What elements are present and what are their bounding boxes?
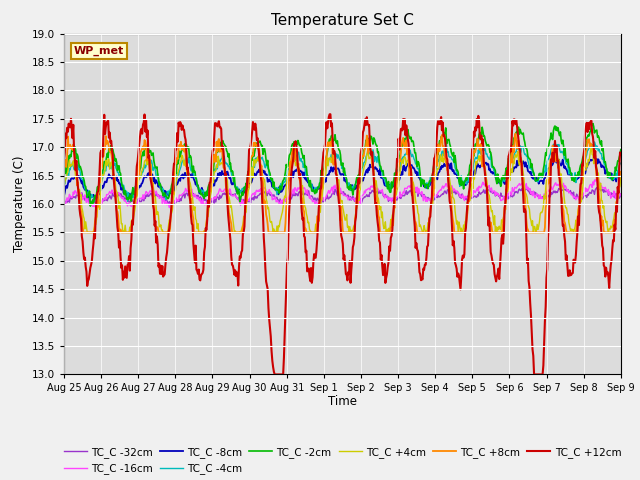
TC_C +4cm [617, 174, 625, 180]
TC_C -8cm [214, 171, 222, 177]
TC_C -4cm [128, 191, 136, 197]
TC_C -4cm [70, 167, 78, 172]
TC_C +12cm [127, 237, 135, 242]
TC_C +12cm [214, 123, 221, 129]
TC_C -16cm [428, 198, 435, 204]
TC_C -16cm [60, 203, 68, 209]
TC_C +12cm [60, 157, 68, 163]
TC_C -16cm [617, 191, 625, 197]
TC_C -4cm [124, 198, 131, 204]
TC_C -8cm [91, 196, 99, 202]
Line: TC_C -8cm: TC_C -8cm [64, 156, 621, 199]
TC_C +8cm [428, 201, 435, 206]
TC_C -32cm [185, 191, 193, 196]
TC_C +4cm [60, 184, 68, 190]
Line: TC_C -16cm: TC_C -16cm [64, 179, 621, 208]
TC_C -16cm [127, 204, 135, 209]
TC_C -32cm [411, 190, 419, 195]
TC_C -16cm [595, 176, 602, 182]
TC_C -4cm [185, 155, 193, 161]
TC_C -8cm [591, 154, 598, 159]
TC_C -4cm [591, 139, 598, 145]
TC_C -2cm [86, 203, 94, 209]
TC_C -32cm [95, 203, 102, 208]
TC_C +4cm [185, 169, 193, 175]
TC_C -2cm [617, 147, 625, 153]
TC_C -16cm [411, 187, 419, 193]
TC_C -32cm [70, 194, 78, 200]
TC_C -8cm [70, 176, 78, 181]
Line: TC_C +8cm: TC_C +8cm [64, 133, 621, 232]
TC_C -4cm [214, 160, 222, 166]
Line: TC_C -4cm: TC_C -4cm [64, 142, 621, 201]
TC_C -2cm [185, 144, 193, 150]
TC_C -2cm [428, 178, 435, 184]
TC_C +4cm [428, 202, 435, 208]
TC_C -8cm [60, 193, 68, 199]
Title: Temperature Set C: Temperature Set C [271, 13, 414, 28]
X-axis label: Time: Time [328, 395, 357, 408]
TC_C -32cm [214, 195, 222, 201]
TC_C -2cm [70, 145, 78, 151]
TC_C +8cm [214, 138, 222, 144]
TC_C -32cm [524, 185, 531, 191]
TC_C +12cm [412, 245, 419, 251]
Line: TC_C -2cm: TC_C -2cm [64, 123, 621, 206]
TC_C -32cm [128, 197, 136, 203]
TC_C +4cm [83, 229, 91, 235]
TC_C -4cm [411, 157, 419, 163]
TC_C -8cm [617, 170, 625, 176]
TC_C -2cm [214, 149, 222, 155]
TC_C -4cm [60, 180, 68, 186]
Y-axis label: Temperature (C): Temperature (C) [13, 156, 26, 252]
TC_C +8cm [70, 150, 78, 156]
TC_C -32cm [428, 198, 435, 204]
TC_C +8cm [185, 181, 193, 187]
Line: TC_C +12cm: TC_C +12cm [64, 114, 621, 374]
Text: WP_met: WP_met [74, 46, 124, 56]
TC_C +8cm [617, 171, 625, 177]
TC_C -16cm [70, 192, 78, 197]
TC_C -8cm [428, 177, 435, 182]
TC_C -4cm [428, 173, 435, 179]
TC_C -2cm [60, 169, 68, 175]
TC_C +12cm [70, 147, 78, 153]
TC_C -8cm [128, 192, 136, 198]
TC_C -2cm [411, 150, 419, 156]
TC_C +12cm [271, 372, 278, 377]
TC_C +8cm [60, 170, 68, 176]
TC_C +12cm [326, 111, 334, 117]
TC_C +4cm [70, 164, 78, 170]
TC_C +4cm [128, 216, 136, 222]
Line: TC_C +4cm: TC_C +4cm [64, 147, 621, 232]
TC_C -8cm [411, 168, 419, 173]
TC_C -16cm [166, 205, 173, 211]
TC_C +4cm [588, 144, 595, 150]
TC_C -32cm [617, 191, 625, 197]
TC_C +12cm [184, 165, 192, 170]
Line: TC_C -32cm: TC_C -32cm [64, 188, 621, 205]
TC_C +8cm [411, 218, 419, 224]
TC_C -2cm [589, 120, 596, 126]
TC_C +8cm [128, 222, 136, 228]
TC_C -8cm [185, 171, 193, 177]
TC_C +12cm [428, 195, 436, 201]
TC_C -32cm [60, 198, 68, 204]
TC_C -2cm [128, 190, 136, 195]
TC_C -4cm [617, 160, 625, 166]
TC_C +8cm [79, 229, 87, 235]
TC_C +4cm [411, 191, 419, 197]
TC_C -16cm [214, 191, 222, 197]
TC_C +4cm [214, 153, 222, 159]
TC_C +8cm [511, 131, 519, 136]
TC_C +12cm [617, 151, 625, 157]
Legend: TC_C -32cm, TC_C -16cm, TC_C -8cm, TC_C -4cm, TC_C -2cm, TC_C +4cm, TC_C +8cm, T: TC_C -32cm, TC_C -16cm, TC_C -8cm, TC_C … [60, 443, 625, 478]
TC_C -16cm [185, 186, 193, 192]
